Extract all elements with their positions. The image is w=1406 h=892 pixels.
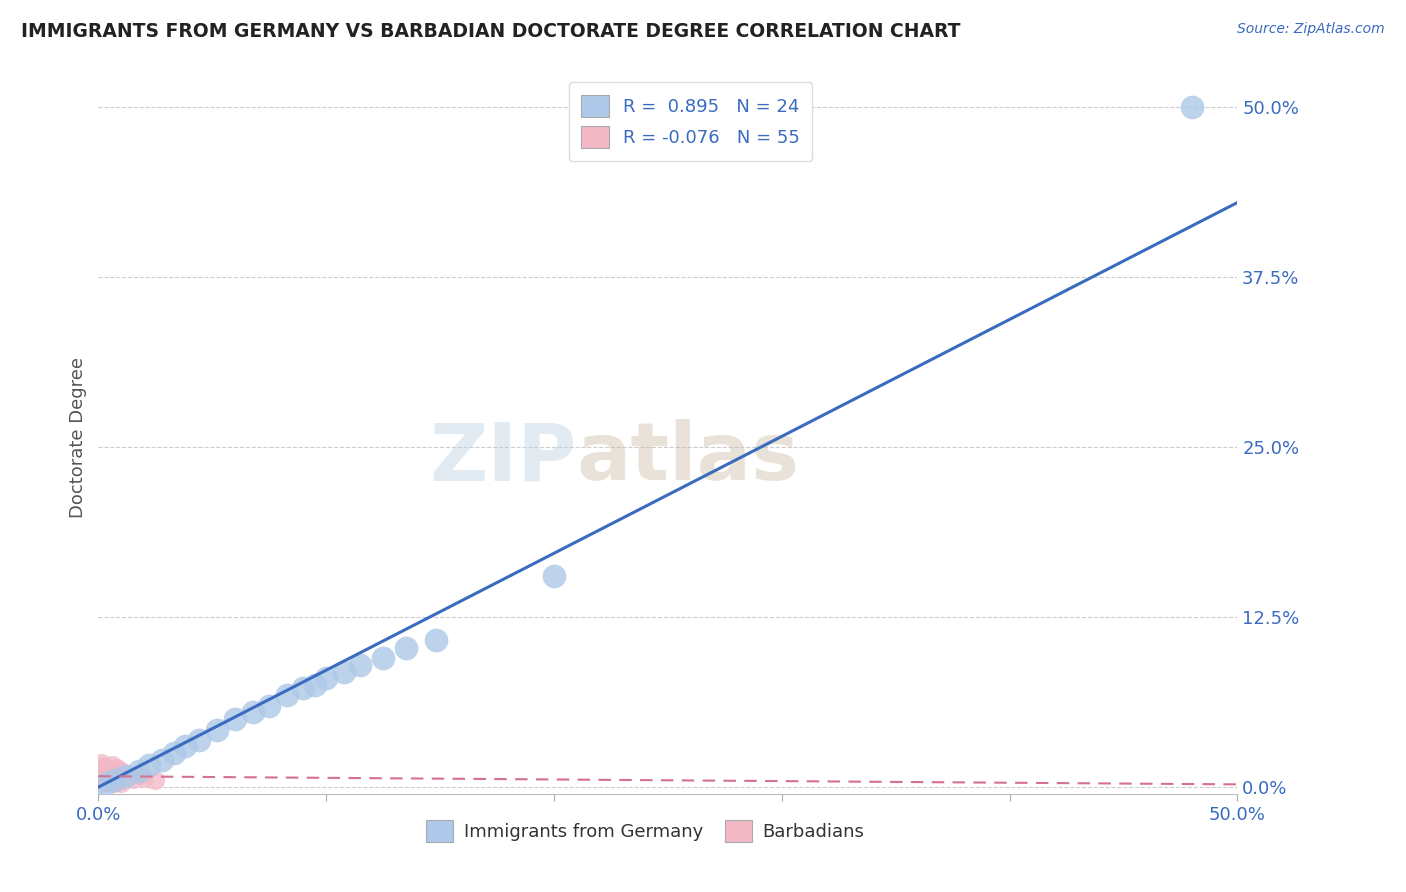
Text: IMMIGRANTS FROM GERMANY VS BARBADIAN DOCTORATE DEGREE CORRELATION CHART: IMMIGRANTS FROM GERMANY VS BARBADIAN DOC… [21,22,960,41]
Point [90,766,112,780]
Point [90,776,112,790]
Point [349,657,371,672]
Point [94,764,117,778]
Point [90,769,112,783]
Point [174,739,197,754]
Point [132,771,155,785]
Point [108,773,131,788]
Text: atlas: atlas [576,419,800,498]
Text: ZIP: ZIP [429,419,576,498]
Point [98,768,121,782]
Point [96,766,118,780]
Point [105,773,128,788]
Point [162,746,184,760]
Point [292,681,315,695]
Point [242,706,264,720]
Point [101,771,124,785]
Point [91,773,114,788]
Point [105,772,128,786]
Point [315,671,337,685]
Point [103,765,125,780]
Point [91,763,114,777]
Point [276,688,298,702]
Point [96,772,118,786]
Point [259,698,281,713]
Point [425,633,447,648]
Point [96,773,118,788]
Point [94,777,117,791]
Point [108,772,131,786]
Point [101,772,124,786]
Point [105,761,128,775]
Point [110,769,132,783]
Point [108,768,131,782]
Point [91,772,114,786]
Point [304,678,326,692]
Point [1181,100,1204,114]
Point [395,641,418,656]
Point [94,771,117,785]
Legend: Immigrants from Germany, Barbadians: Immigrants from Germany, Barbadians [419,813,872,849]
Point [150,753,173,767]
Point [543,569,565,583]
Point [94,766,117,780]
Point [103,774,125,789]
Point [187,732,209,747]
Point [98,763,121,777]
Point [110,773,132,788]
Point [96,769,118,783]
Y-axis label: Doctorate Degree: Doctorate Degree [69,357,87,517]
Point [94,760,117,774]
Point [98,771,121,785]
Point [128,764,150,778]
Point [98,768,121,782]
Point [205,723,228,737]
Point [110,764,132,778]
Point [110,776,132,790]
Point [103,776,125,790]
Point [103,774,125,789]
Point [91,769,114,783]
Point [90,760,112,774]
Point [94,769,117,783]
Point [114,769,136,783]
Point [98,765,121,780]
Point [91,773,114,788]
Point [90,764,112,778]
Point [121,772,143,786]
Point [101,758,124,772]
Point [91,766,114,780]
Point [98,776,121,790]
Point [128,768,150,782]
Point [103,773,125,788]
Point [90,756,112,770]
Point [371,651,394,665]
Point [108,769,131,783]
Point [333,665,356,679]
Point [96,772,118,786]
Point [138,758,160,772]
Point [224,712,246,726]
Point [145,773,167,788]
Point [114,769,136,783]
Point [105,771,128,785]
Point [94,774,117,789]
Point [96,774,118,789]
Text: Source: ZipAtlas.com: Source: ZipAtlas.com [1237,22,1385,37]
Point [101,768,124,782]
